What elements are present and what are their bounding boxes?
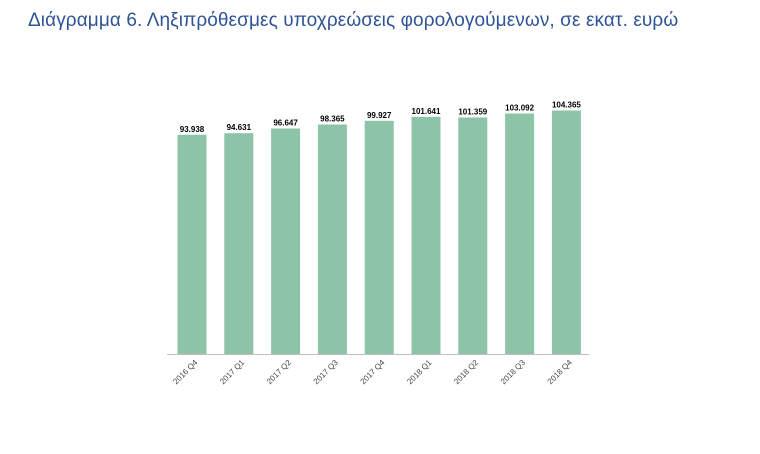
data-label: 96.647	[273, 119, 298, 128]
data-label: 98.365	[320, 115, 345, 124]
bar-2018-q3	[505, 113, 535, 354]
data-label: 99.927	[367, 111, 392, 120]
x-tick-label: 2018 Q4	[546, 358, 574, 386]
bar-2018-q1	[411, 116, 441, 354]
data-label: 103.092	[505, 104, 534, 113]
bar-2017-q1	[224, 133, 254, 354]
tick-labels-group: 2016 Q4 2017 Q1 2017 Q2 2017 Q3 2017 Q4 2018 …	[171, 358, 574, 386]
data-label: 101.359	[458, 108, 487, 117]
bar-2017-q3	[317, 124, 347, 354]
bar-2018-q2	[458, 117, 488, 354]
x-tick-label: 2018 Q3	[499, 358, 527, 386]
x-tick-label: 2017 Q1	[218, 358, 246, 386]
bar-2017-q2	[271, 128, 301, 354]
x-tick-label: 2018 Q1	[405, 358, 433, 386]
x-tick-label: 2018 Q2	[452, 358, 480, 386]
x-tick-label: 2017 Q2	[265, 358, 293, 386]
x-tick-label: 2017 Q4	[359, 358, 387, 386]
data-label: 94.631	[227, 123, 252, 132]
data-label: 101.641	[412, 107, 441, 116]
bar-2016-q4	[177, 134, 207, 354]
bar-2017-q4	[364, 120, 394, 354]
data-label: 93.938	[180, 125, 205, 134]
value-labels-group: 93.938 94.631 96.647 98.365 99.927 101.641 101…	[180, 101, 582, 134]
chart-title: Διάγραμμα 6. Ληξιπρόθεσμες υποχρεώσεις φ…	[28, 10, 679, 31]
bar-2018-q4	[551, 110, 581, 354]
data-label: 104.365	[552, 101, 581, 110]
x-tick-label: 2017 Q3	[312, 358, 340, 386]
x-tick-label: 2016 Q4	[171, 358, 199, 386]
bars-group	[177, 110, 581, 354]
